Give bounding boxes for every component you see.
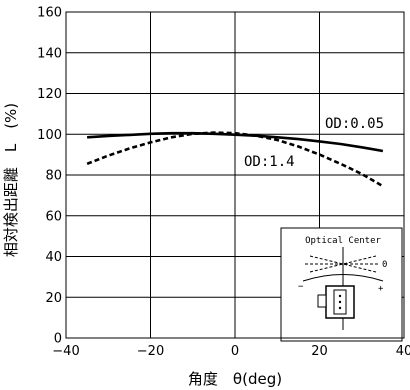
y-tick-label: 0 <box>54 332 62 347</box>
series-line-0 <box>87 131 384 153</box>
inset-rotation-arc <box>302 274 384 282</box>
inset-frame <box>280 227 403 342</box>
inset-sensor-dot <box>338 300 342 304</box>
y-tick-label: 160 <box>37 6 62 21</box>
y-tick-label: 60 <box>45 209 62 224</box>
y-tick-label: 40 <box>45 250 62 265</box>
inset-beam-tilt-b <box>309 255 377 273</box>
inset-minus-label: − <box>298 282 304 292</box>
y-tick-label: 140 <box>37 46 62 61</box>
series-label-od14: OD:1.4 <box>244 154 295 170</box>
inset-sensor-connector <box>317 294 327 308</box>
y-tick-label: 100 <box>37 128 62 143</box>
y-axis-title: 相対検出距離 L (%) <box>2 103 20 257</box>
y-tick-label: 20 <box>45 291 62 306</box>
optical-center-inset: Optical Center 0 − + <box>280 227 403 342</box>
inset-optical-center-label: Optical Center <box>305 236 381 246</box>
x-tick-label: −20 <box>137 344 164 359</box>
inset-zero-label: 0 <box>382 260 387 270</box>
series-lines <box>86 131 384 188</box>
x-tick-label: 0 <box>231 344 239 359</box>
plot-frame <box>65 11 405 339</box>
y-tick-label: 80 <box>45 169 62 184</box>
tick-labels: −40 −20 0 20 40 0 20 40 60 80 100 120 140 160 <box>37 6 410 360</box>
inset-sensor-dot <box>338 294 342 298</box>
inset-beam-tilt-a <box>309 255 377 273</box>
x-tick-label: 40 <box>396 344 410 359</box>
x-axis-title: 角度 θ(deg) <box>188 370 282 388</box>
series-line-1 <box>86 131 384 188</box>
x-tick-label: 20 <box>311 344 328 359</box>
inset-sensor-dot <box>338 306 342 310</box>
series-label-od005: OD:0.05 <box>325 116 384 132</box>
inset-plus-label: + <box>378 284 384 294</box>
x-tick-label: −40 <box>52 344 79 359</box>
y-tick-label: 120 <box>37 87 62 102</box>
